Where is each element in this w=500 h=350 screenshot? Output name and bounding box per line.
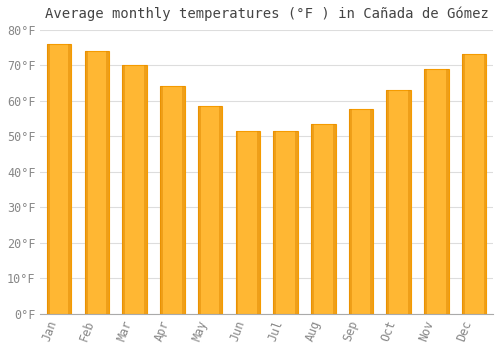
Bar bbox=[462, 54, 465, 314]
Bar bbox=[332, 124, 336, 314]
Bar bbox=[274, 131, 276, 314]
Bar bbox=[386, 90, 411, 314]
Bar bbox=[408, 90, 411, 314]
Bar bbox=[220, 106, 222, 314]
Bar bbox=[462, 54, 486, 314]
Bar bbox=[370, 110, 374, 314]
Bar bbox=[68, 44, 71, 314]
Bar bbox=[122, 65, 126, 314]
Bar bbox=[348, 110, 352, 314]
Bar bbox=[84, 51, 109, 314]
Bar bbox=[160, 86, 163, 314]
Bar bbox=[182, 86, 184, 314]
Bar bbox=[257, 131, 260, 314]
Bar bbox=[446, 69, 448, 314]
Bar bbox=[348, 110, 374, 314]
Bar bbox=[484, 54, 486, 314]
Bar bbox=[47, 44, 50, 314]
Bar bbox=[84, 51, 87, 314]
Bar bbox=[236, 131, 260, 314]
Bar bbox=[311, 124, 336, 314]
Bar bbox=[122, 65, 147, 314]
Title: Average monthly temperatures (°F ) in Cañada de Gómez: Average monthly temperatures (°F ) in Ca… bbox=[44, 7, 488, 21]
Bar bbox=[47, 44, 72, 314]
Bar bbox=[424, 69, 448, 314]
Bar bbox=[386, 90, 390, 314]
Bar bbox=[295, 131, 298, 314]
Bar bbox=[274, 131, 298, 314]
Bar bbox=[144, 65, 147, 314]
Bar bbox=[160, 86, 184, 314]
Bar bbox=[198, 106, 222, 314]
Bar bbox=[236, 131, 238, 314]
Bar bbox=[198, 106, 201, 314]
Bar bbox=[106, 51, 109, 314]
Bar bbox=[311, 124, 314, 314]
Bar bbox=[424, 69, 427, 314]
